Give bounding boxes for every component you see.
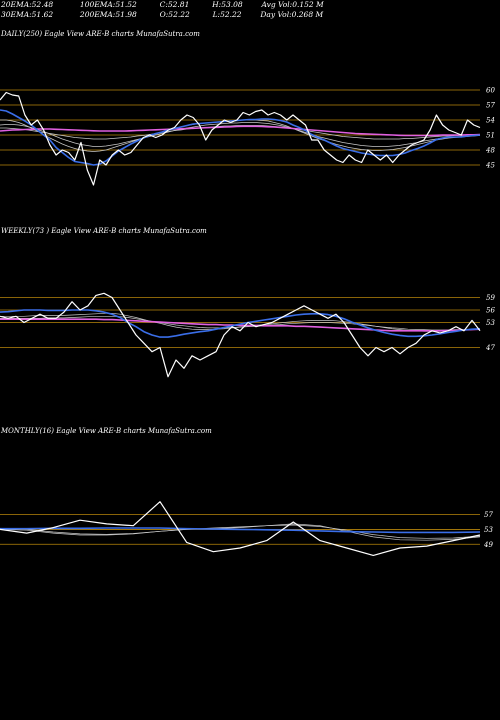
monthly-ma-gray-line-1 — [0, 523, 481, 541]
daily-ema-slow-line — [0, 125, 481, 137]
ema20-label: 20EMA: — [1, 0, 32, 9]
close-label: C: — [159, 0, 168, 9]
monthly-panel-label: MONTHLY(16) Eagle View ARE-B charts Muna… — [1, 427, 212, 435]
daily-price-line — [0, 91, 481, 186]
close-value: 52.81 — [167, 0, 190, 9]
weekly-ma-gray-line-2 — [0, 315, 480, 331]
daily-panel: 60 57 54 51 48 45 — [0, 87, 495, 186]
open-label: O: — [159, 10, 169, 19]
avg-vol-label: Avg Vol: — [261, 0, 293, 9]
ema100-label: 100EMA: — [79, 0, 116, 9]
weekly-ema-fast-line — [0, 309, 481, 338]
weekly-panel: 59 56 53 47 — [0, 292, 495, 378]
low-value: 52.22 — [220, 10, 242, 19]
low-label: L: — [212, 10, 221, 19]
high-label: H: — [212, 0, 222, 9]
daily-y-tick-label: 48 — [485, 147, 495, 155]
header-row-2: 30EMA:51.62 200EMA:51.98 O:52.22 L:52.22… — [1, 10, 323, 19]
monthly-ma-gray-line-2 — [0, 524, 481, 539]
monthly-price-line — [0, 501, 481, 557]
monthly-panel: 57 53 49 — [0, 501, 493, 557]
ema200-value: 51.98 — [115, 10, 137, 19]
monthly-y-tick-label: 49 — [483, 541, 493, 549]
ema20-value: 52.48 — [31, 0, 54, 9]
daily-y-tick-label: 57 — [486, 102, 495, 110]
weekly-y-tick-label: 59 — [486, 294, 495, 302]
daily-y-tick-label: 54 — [486, 117, 495, 125]
monthly-ema-fast-line — [0, 527, 481, 534]
daily-y-tick-label: 51 — [486, 132, 495, 140]
ema200-label: 200EMA: — [79, 10, 116, 19]
header-row-1: 20EMA:52.48 100EMA:51.52 C:52.81 H:53.08… — [1, 0, 324, 9]
ema100-value: 51.52 — [115, 0, 137, 9]
weekly-y-tick-label: 47 — [485, 344, 495, 352]
daily-panel-label: DAILY(250) Eagle View ARE-B charts Munaf… — [1, 30, 200, 38]
weekly-ema-slow-line — [0, 318, 481, 332]
daily-ma-gray-line-3 — [0, 125, 480, 140]
open-value: 52.22 — [168, 10, 190, 19]
daily-y-tick-label: 60 — [486, 87, 495, 95]
day-vol-value: 0.268 M — [291, 10, 324, 19]
daily-y-tick-label: 45 — [485, 162, 495, 170]
weekly-y-tick-label: 56 — [486, 307, 495, 315]
ema30-value: 51.62 — [31, 10, 54, 19]
ema30-label: 30EMA: — [1, 10, 32, 19]
weekly-price-line — [0, 292, 481, 378]
high-value: 53.08 — [221, 0, 243, 9]
weekly-y-tick-label: 53 — [486, 319, 495, 327]
monthly-y-tick-label: 53 — [484, 526, 493, 534]
weekly-panel-label: WEEKLY(73 ) Eagle View ARE-B charts Muna… — [1, 227, 207, 235]
monthly-y-tick-label: 57 — [484, 511, 493, 519]
avg-vol-value: 0.152 M — [292, 0, 324, 9]
day-vol-label: Day Vol: — [260, 10, 292, 19]
